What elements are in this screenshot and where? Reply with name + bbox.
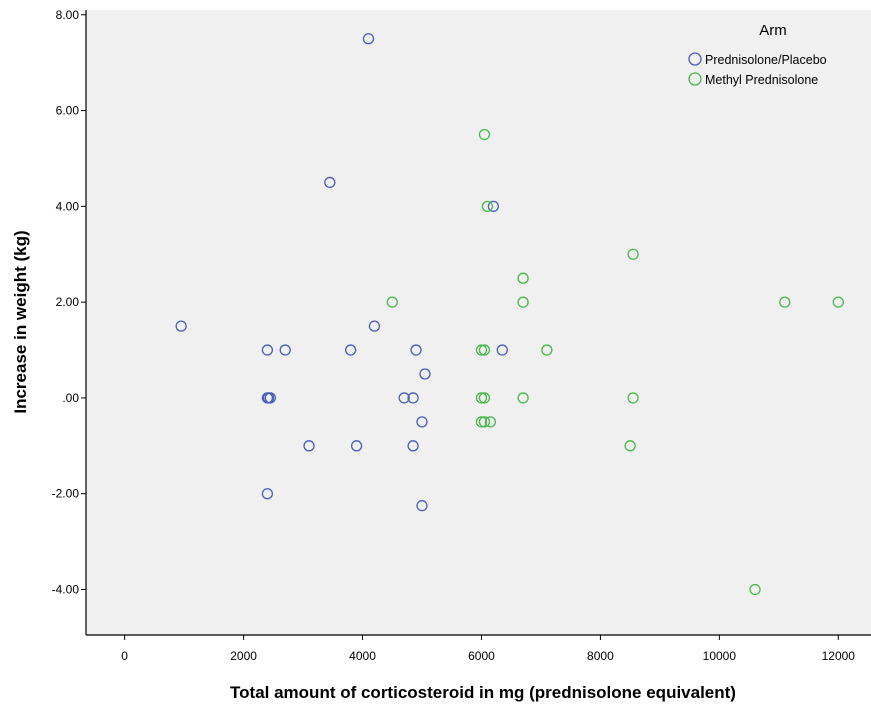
legend-title: Arm <box>759 22 787 39</box>
x-tick-label: 2000 <box>230 649 257 663</box>
data-point-methyl-prednisolone <box>627 248 639 260</box>
data-point-prednisolone-placebo <box>261 344 274 356</box>
data-point-methyl-prednisolone <box>478 344 491 356</box>
legend-marker-methyl-prednisolone <box>688 72 702 86</box>
data-point-methyl-prednisolone <box>478 392 491 404</box>
data-point-methyl-prednisolone <box>478 128 491 141</box>
data-point-prednisolone-placebo <box>487 200 500 213</box>
y-tick-label: 8.00 <box>56 8 80 22</box>
data-point-prednisolone-placebo <box>175 320 187 332</box>
data-point-prednisolone-placebo <box>419 368 431 380</box>
legend: Arm Prednisolone/Placebo Methyl Predniso… <box>688 22 827 87</box>
x-tick-label: 12000 <box>822 649 856 663</box>
data-point-prednisolone-placebo <box>407 392 419 404</box>
data-point-prednisolone-placebo <box>324 176 336 189</box>
data-point-methyl-prednisolone <box>624 440 636 452</box>
data-point-prednisolone-placebo <box>410 344 422 356</box>
data-point-methyl-prednisolone <box>779 296 791 308</box>
data-points <box>175 33 844 596</box>
y-tick-label: -4.00 <box>52 583 80 597</box>
data-point-prednisolone-placebo <box>416 416 428 428</box>
legend-label-methyl-prednisolone: Methyl Prednisolone <box>705 73 818 87</box>
x-tick-label: 0 <box>121 649 128 663</box>
data-point-methyl-prednisolone <box>541 344 553 356</box>
data-point-methyl-prednisolone <box>749 583 761 596</box>
data-point-methyl-prednisolone <box>517 296 529 308</box>
data-point-methyl-prednisolone <box>386 296 398 308</box>
y-tick-label: -2.00 <box>52 487 80 501</box>
data-point-methyl-prednisolone <box>481 200 494 213</box>
data-point-methyl-prednisolone <box>517 392 529 404</box>
y-tick-label: 2.00 <box>56 295 80 309</box>
data-point-prednisolone-placebo <box>368 320 381 332</box>
data-point-methyl-prednisolone <box>475 416 488 428</box>
data-point-prednisolone-placebo <box>264 392 277 404</box>
x-tick-label: 6000 <box>468 649 495 663</box>
data-point-methyl-prednisolone <box>478 416 491 428</box>
data-point-methyl-prednisolone <box>475 344 488 356</box>
y-axis-title: Increase in weight (kg) <box>11 230 30 413</box>
y-tick-label: .00 <box>62 391 79 405</box>
data-point-prednisolone-placebo <box>416 500 428 512</box>
y-axis: 8.00 6.00 4.00 2.00 .00 -2.00 -4.00 <box>52 8 87 635</box>
data-point-prednisolone-placebo <box>279 344 291 356</box>
data-point-methyl-prednisolone <box>484 416 497 428</box>
x-tick-label: 8000 <box>587 649 614 663</box>
data-point-methyl-prednisolone <box>627 392 639 404</box>
plot-area <box>86 10 871 635</box>
data-point-prednisolone-placebo <box>407 440 419 452</box>
data-point-methyl-prednisolone <box>517 272 529 284</box>
data-point-methyl-prednisolone <box>832 296 844 308</box>
legend-marker-prednisolone-placebo <box>688 52 702 66</box>
y-tick-label: 6.00 <box>56 104 80 118</box>
data-point-prednisolone-placebo <box>303 440 315 452</box>
data-point-prednisolone-placebo <box>362 33 375 45</box>
x-tick-label: 4000 <box>349 649 376 663</box>
data-point-prednisolone-placebo <box>261 488 274 500</box>
x-axis-title: Total amount of corticosteroid in mg (pr… <box>230 683 736 702</box>
x-tick-label: 10000 <box>703 649 737 663</box>
data-point-prednisolone-placebo <box>496 344 508 356</box>
data-point-prednisolone-placebo <box>350 440 363 452</box>
x-axis: 0 2000 4000 6000 8000 10000 12000 <box>86 634 871 663</box>
legend-label-prednisolone-placebo: Prednisolone/Placebo <box>705 53 827 67</box>
data-point-prednisolone-placebo <box>398 392 410 404</box>
data-point-prednisolone-placebo <box>344 344 357 356</box>
data-point-methyl-prednisolone <box>475 392 488 404</box>
y-tick-label: 4.00 <box>56 199 80 213</box>
